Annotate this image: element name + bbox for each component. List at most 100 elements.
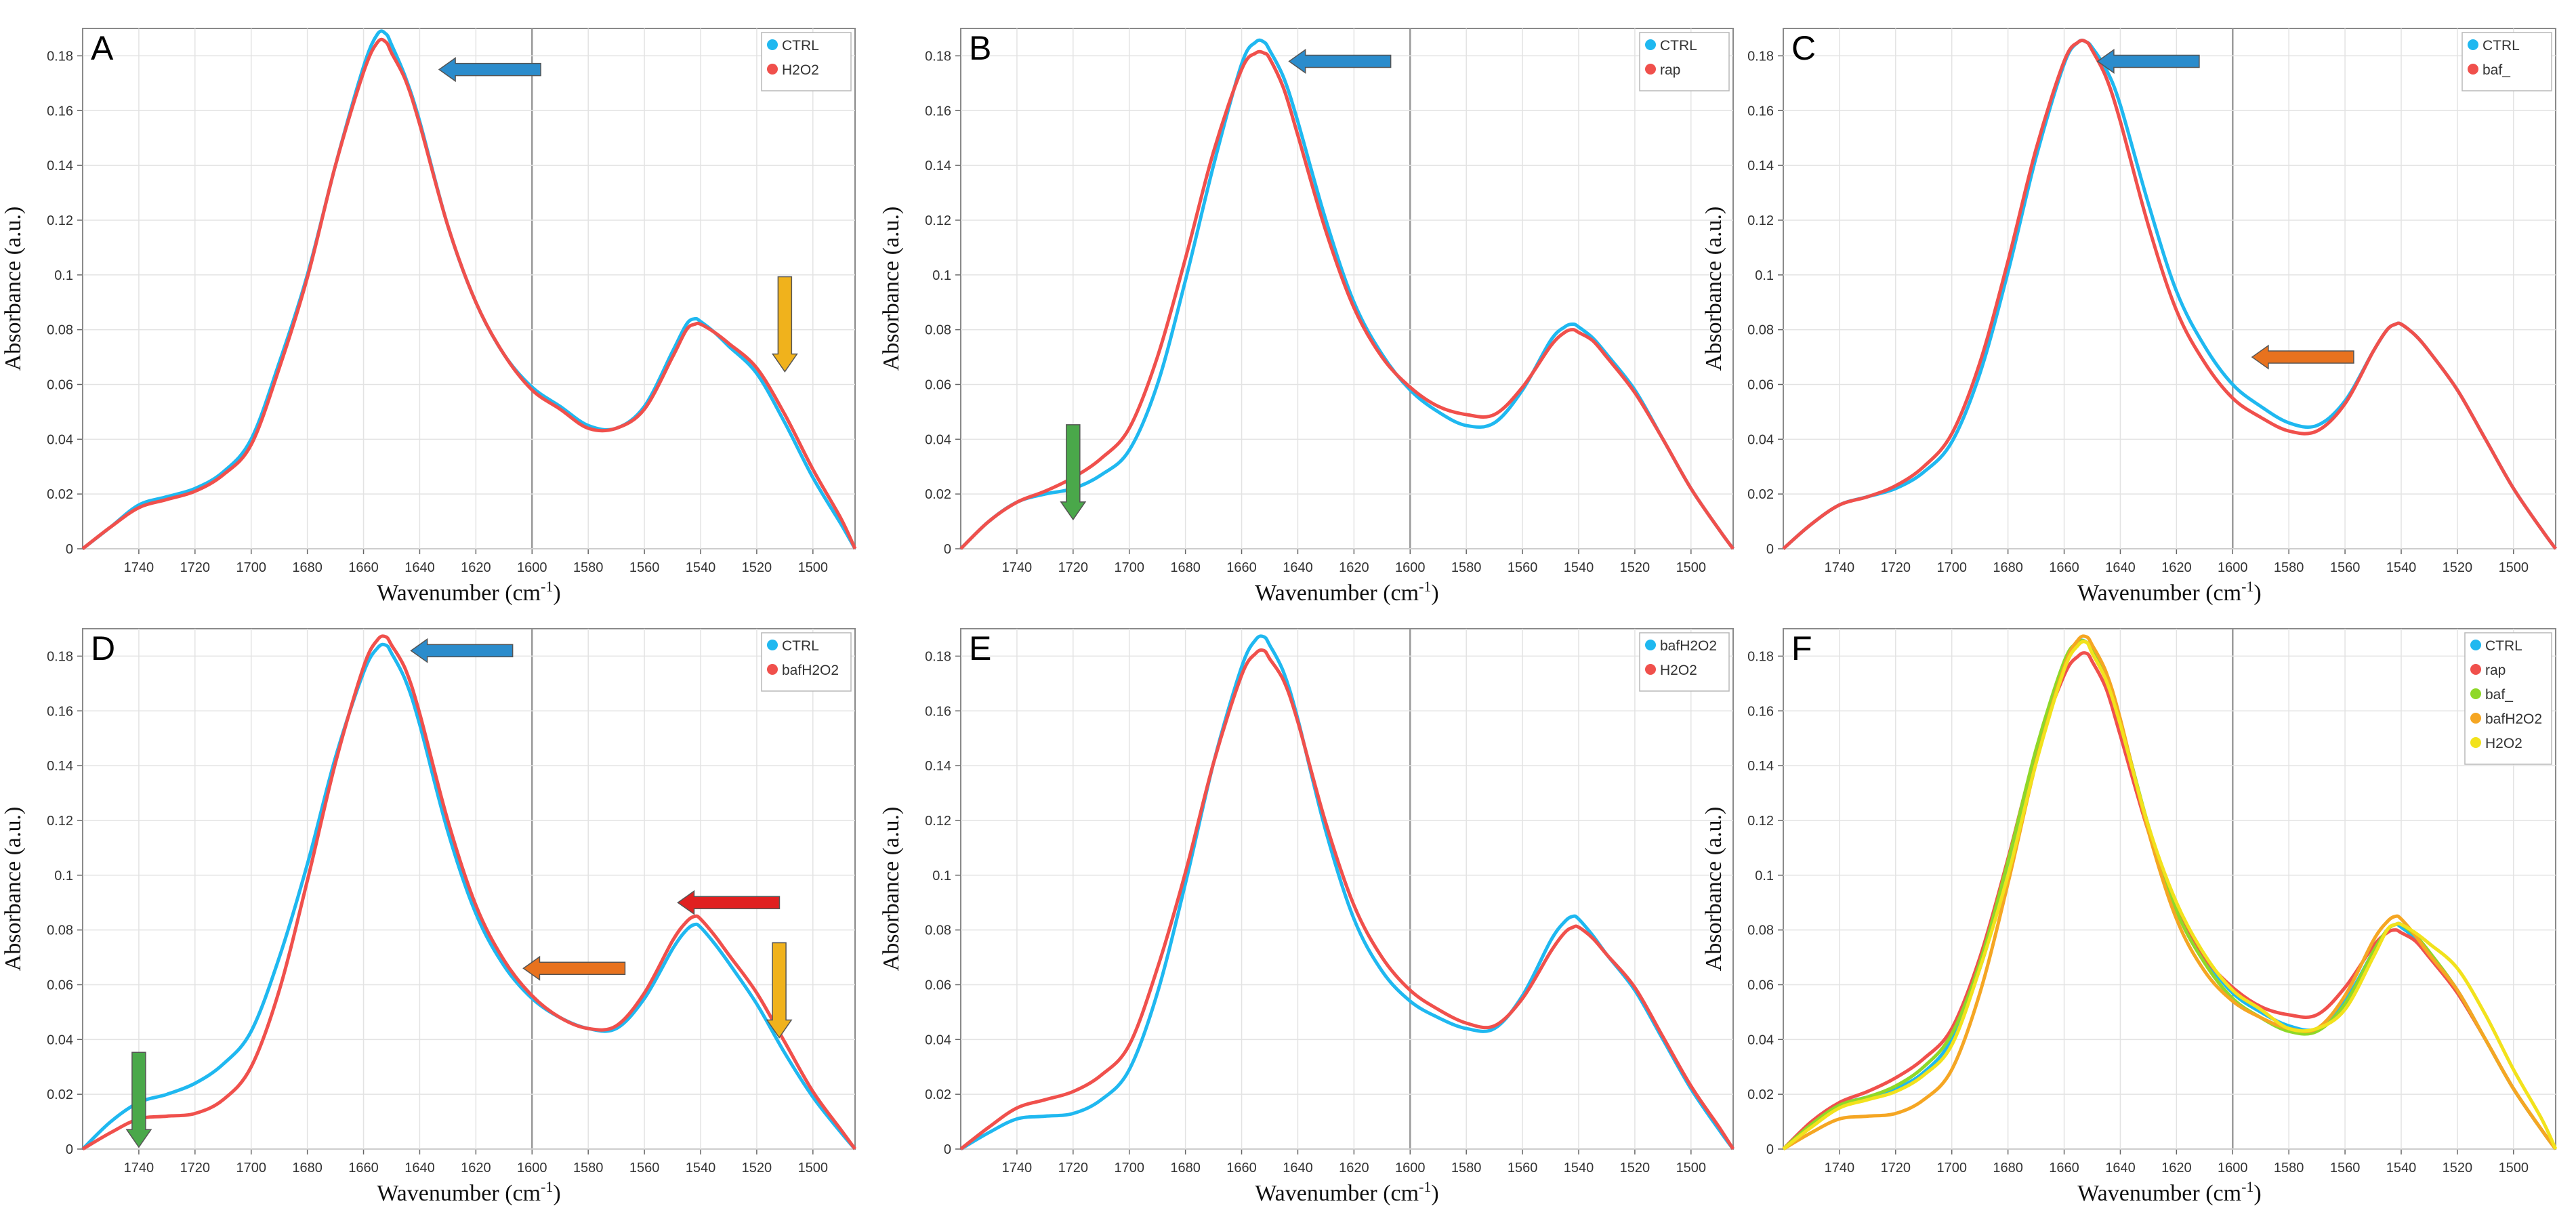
y-tick-label: 0.06 (1747, 377, 1774, 392)
series-line-h2o2 (81, 37, 857, 550)
annotation-arrow-left (2251, 344, 2354, 370)
x-tick-label: 1720 (180, 560, 211, 575)
x-tick-label: 1720 (1058, 1161, 1089, 1175)
y-tick-label: 0.04 (1747, 1033, 1774, 1047)
x-tick-label: 1500 (1676, 1161, 1707, 1175)
legend-marker (2470, 640, 2481, 650)
annotation-arrow-down (1060, 424, 1087, 521)
x-tick-label: 1720 (1881, 1161, 1911, 1175)
legend-marker (767, 64, 778, 75)
x-tick-label: 1740 (1002, 560, 1033, 575)
y-tick-label: 0.02 (47, 1087, 73, 1102)
y-tick-label: 0.12 (1747, 814, 1774, 829)
x-tick-label: 1520 (2443, 560, 2473, 575)
y-tick-label: 0.14 (1747, 759, 1774, 774)
legend-marker (767, 39, 778, 50)
x-tick-label: 1540 (686, 560, 716, 575)
x-tick-label: 1500 (2499, 560, 2529, 575)
x-tick-label: 1640 (404, 560, 435, 575)
x-tick-label: 1580 (573, 1161, 604, 1175)
y-tick-label: 0.18 (1747, 49, 1774, 64)
x-tick-label: 1580 (2274, 560, 2304, 575)
y-axis-title: Absorbance (a.u.) (1701, 207, 1726, 371)
panel-letter: A (91, 29, 114, 67)
legend-marker (2470, 688, 2481, 699)
y-tick-label: 0.08 (1747, 323, 1774, 338)
x-tick-label: 1740 (1002, 1161, 1033, 1175)
x-tick-label: 1740 (124, 1161, 154, 1175)
series-line-bafh2o2 (81, 634, 857, 1151)
panel-letter: F (1791, 629, 1812, 667)
y-tick-label: 0.1 (1755, 869, 1774, 883)
x-tick-label: 1640 (1283, 1161, 1313, 1175)
annotation-arrow-down (766, 942, 793, 1039)
y-tick-label: 0.14 (47, 159, 73, 173)
x-axis-title: Wavenumber (cm-1) (377, 1178, 560, 1206)
x-tick-label: 1540 (1564, 560, 1594, 575)
panel-letter: C (1791, 29, 1816, 67)
x-tick-label: 1600 (517, 1161, 547, 1175)
annotation-arrow-left (438, 57, 541, 83)
legend-label: CTRL (782, 38, 819, 54)
series-line-h2o2 (1782, 640, 2558, 1150)
x-tick-label: 1520 (1620, 1161, 1650, 1175)
y-tick-label: 0.06 (1747, 978, 1774, 993)
x-tick-label: 1660 (2049, 1161, 2079, 1175)
x-tick-label: 1720 (1058, 560, 1089, 575)
legend-marker (767, 664, 778, 675)
y-tick-label: 0 (1766, 1142, 1774, 1157)
legend-label: bafH2O2 (1660, 638, 1717, 654)
legend-label: H2O2 (1660, 663, 1697, 678)
annotation-arrow-down (125, 1051, 152, 1148)
x-tick-label: 1540 (2386, 560, 2417, 575)
y-tick-label: 0.08 (925, 923, 951, 938)
x-tick-label: 1500 (798, 1161, 829, 1175)
y-tick-label: 0.04 (925, 1033, 951, 1047)
chart-panel-a: 1740 1720 1700 1680 1660 1640 1620 1600 1580 1560… (1, 28, 857, 606)
x-tick-label: 1560 (2330, 560, 2361, 575)
chart-panel-c: 1740 1720 1700 1680 1660 1640 1620 1600 1580 1560… (1701, 28, 2558, 606)
x-tick-label: 1680 (1170, 560, 1201, 575)
y-tick-label: 0.06 (925, 978, 951, 993)
legend-marker (1645, 64, 1656, 75)
x-tick-label: 1620 (461, 1161, 491, 1175)
y-tick-label: 0.14 (925, 159, 951, 173)
x-tick-label: 1700 (236, 560, 266, 575)
x-tick-label: 1620 (1339, 560, 1369, 575)
y-tick-label: 0.16 (1747, 704, 1774, 719)
x-tick-label: 1560 (2330, 1161, 2361, 1175)
y-axis-title: Absorbance (a.u.) (1, 807, 26, 972)
legend-marker (1645, 640, 1656, 650)
x-axis-title: Wavenumber (cm-1) (2077, 1178, 2261, 1206)
x-tick-label: 1520 (742, 1161, 772, 1175)
x-tick-label: 1500 (798, 560, 829, 575)
x-tick-label: 1500 (1676, 560, 1707, 575)
x-tick-label: 1700 (1936, 1161, 1967, 1175)
y-axis-title: Absorbance (a.u.) (879, 807, 904, 972)
x-tick-label: 1680 (292, 560, 323, 575)
y-tick-label: 0.12 (1747, 213, 1774, 228)
legend-marker (2468, 39, 2478, 50)
y-tick-label: 0.18 (47, 649, 73, 664)
y-tick-label: 0.14 (1747, 159, 1774, 173)
panel-letter: B (969, 29, 991, 67)
y-tick-label: 0.08 (925, 323, 951, 338)
y-tick-label: 0.1 (54, 869, 73, 883)
series-line-h2o2 (959, 648, 1735, 1150)
y-tick-label: 0 (66, 1142, 73, 1157)
legend-label: baf_ (2482, 62, 2510, 78)
panel-letter: D (91, 629, 115, 667)
y-tick-label: 0.08 (47, 923, 73, 938)
legend-label: CTRL (782, 638, 819, 654)
x-tick-label: 1560 (629, 1161, 660, 1175)
x-tick-label: 1540 (1564, 1161, 1594, 1175)
legend-label: H2O2 (2485, 736, 2522, 751)
x-axis-title: Wavenumber (cm-1) (377, 578, 560, 606)
y-tick-label: 0.02 (1747, 1087, 1774, 1102)
y-tick-label: 0.02 (1747, 487, 1774, 502)
x-tick-label: 1660 (1226, 560, 1257, 575)
y-tick-label: 0.1 (932, 268, 951, 283)
legend-label: rap (2485, 663, 2506, 678)
y-axis-title: Absorbance (a.u.) (879, 207, 904, 371)
